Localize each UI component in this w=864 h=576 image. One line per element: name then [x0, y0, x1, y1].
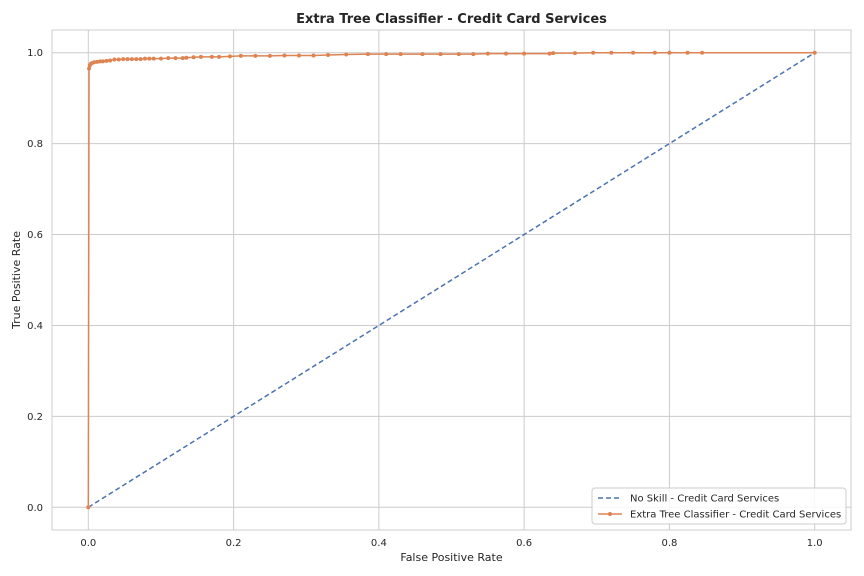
data-point: [191, 55, 196, 60]
data-point: [184, 55, 189, 60]
x-tick-labels: 0.0 0.2 0.4 0.6 0.8 1.0: [80, 538, 822, 549]
x-axis-label: False Positive Rate: [400, 551, 502, 564]
data-point: [147, 56, 152, 61]
series: [86, 50, 817, 510]
x-tick-label: 0.6: [516, 538, 532, 549]
data-point: [384, 52, 389, 57]
data-point: [398, 52, 403, 57]
data-point: [311, 53, 316, 58]
grid: [52, 30, 851, 530]
data-point: [129, 57, 134, 62]
data-point: [365, 52, 370, 57]
legend-label-no-skill: No Skill - Credit Card Services: [630, 494, 779, 505]
data-point: [142, 56, 147, 61]
y-tick-label: 0.6: [27, 230, 43, 241]
data-point: [253, 53, 258, 58]
data-point: [121, 57, 126, 62]
data-point: [97, 59, 102, 64]
data-point: [134, 57, 139, 62]
data-point: [420, 52, 425, 57]
data-point: [227, 54, 232, 59]
data-point: [86, 505, 91, 510]
data-point: [116, 57, 121, 62]
data-point: [631, 50, 636, 55]
data-point: [652, 50, 657, 55]
data-point: [522, 51, 527, 56]
data-point: [547, 51, 552, 56]
data-point: [551, 51, 556, 56]
data-point: [108, 58, 113, 63]
y-tick-label: 0.0: [27, 503, 43, 514]
y-tick-label: 0.2: [27, 412, 43, 423]
data-point: [112, 57, 117, 62]
data-point: [503, 51, 508, 56]
y-tick-label: 0.8: [27, 139, 43, 150]
data-point: [438, 52, 443, 57]
x-tick-label: 1.0: [807, 538, 823, 549]
data-point: [209, 54, 214, 59]
legend-marker-extra-tree: [608, 512, 612, 516]
x-tick-label: 0.0: [80, 538, 96, 549]
series-line-no-skill: [87, 52, 816, 508]
data-point: [326, 53, 331, 57]
data-point: [812, 50, 817, 55]
data-point: [700, 50, 705, 55]
y-tick-label: 0.4: [27, 321, 43, 332]
x-tick-label: 0.4: [371, 538, 387, 549]
data-point: [158, 56, 163, 61]
data-point: [685, 50, 690, 55]
data-point: [667, 50, 672, 55]
data-point: [104, 58, 109, 63]
legend-box: [591, 487, 847, 525]
data-point: [238, 53, 243, 58]
x-tick-label: 0.8: [661, 538, 677, 549]
data-point: [471, 52, 476, 57]
legend-label-extra-tree: Extra Tree Classifier - Credit Card Serv…: [630, 510, 841, 521]
data-point: [456, 52, 461, 57]
plot-frame: [51, 29, 852, 531]
data-point: [572, 51, 577, 56]
data-point: [173, 56, 178, 61]
chart-title: Extra Tree Classifier - Credit Card Serv…: [296, 12, 607, 27]
data-point: [198, 54, 203, 59]
legend: No Skill - Credit Card Services Extra Tr…: [591, 487, 847, 525]
data-point: [87, 66, 92, 71]
data-point: [151, 56, 156, 61]
data-point: [591, 50, 596, 55]
data-point: [100, 59, 105, 64]
data-point: [609, 50, 614, 55]
data-point: [485, 51, 490, 56]
y-axis-label: True Positive Rate: [10, 231, 23, 330]
data-point: [138, 57, 143, 62]
data-point: [296, 53, 301, 58]
data-point: [180, 56, 185, 61]
data-point: [267, 53, 272, 58]
data-point: [166, 56, 171, 61]
x-tick-label: 0.2: [226, 538, 242, 549]
y-tick-label: 1.0: [27, 48, 43, 59]
data-point: [125, 57, 130, 62]
data-point: [282, 53, 287, 58]
y-tick-labels: 0.0 0.2 0.4 0.6 0.8 1.0: [27, 48, 43, 514]
data-point: [217, 54, 222, 59]
data-point: [344, 52, 349, 57]
